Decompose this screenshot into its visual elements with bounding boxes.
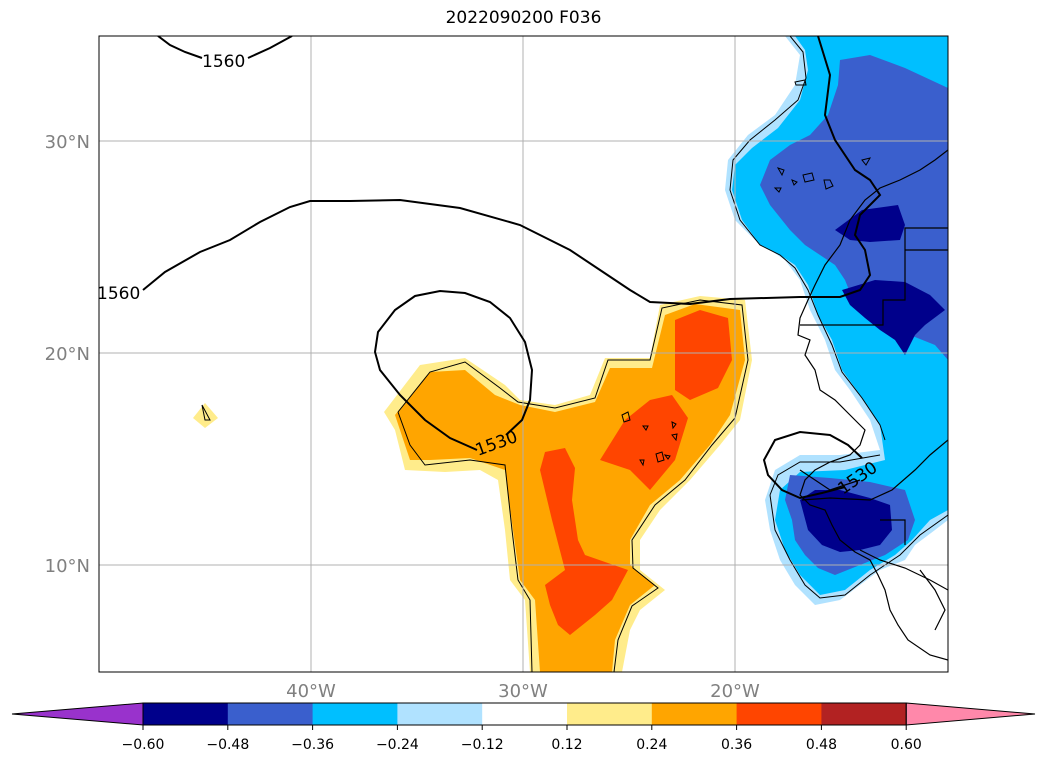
red-orange-anomaly-region	[540, 310, 732, 635]
colorbar-tick-label: 0.24	[636, 737, 667, 753]
islands	[621, 79, 872, 467]
lon-label: 40°W	[286, 681, 336, 702]
colorbar-tick-label: −0.24	[376, 737, 419, 753]
colorbar-tick-label: −0.48	[206, 737, 249, 753]
colorbar-tick-label: −0.36	[291, 737, 334, 753]
map-frame	[98, 35, 949, 673]
colorbar-segment	[651, 703, 738, 725]
lat-label: 10°N	[45, 556, 90, 577]
colorbar-segment	[143, 703, 229, 725]
colorbar-segment	[567, 703, 653, 725]
colorbar-extend-low	[11, 702, 144, 726]
grid-lines	[99, 36, 948, 672]
geopotential-contours	[142, 36, 882, 500]
colorbar-tick-label: −0.60	[122, 737, 165, 753]
lat-label: 30°N	[45, 132, 90, 153]
colorbar-tick-label: 0.60	[891, 737, 922, 753]
colorbar-tick-label: −0.12	[461, 737, 504, 753]
map-title: 2022090200 F036	[445, 8, 602, 28]
lon-label: 20°W	[710, 681, 760, 702]
contour-label: 1560	[202, 52, 245, 72]
colorbar-segment	[397, 703, 483, 725]
contour-label: 1560	[97, 284, 140, 304]
colorbar-frame	[142, 702, 907, 726]
colorbar-segment	[821, 703, 907, 725]
colorbar-tick-label: 0.48	[806, 737, 837, 753]
colorbar-tick-label: 0.36	[721, 737, 752, 753]
lat-label: 20°N	[45, 344, 90, 365]
lon-label: 30°W	[498, 681, 548, 702]
coastline-africa	[797, 149, 948, 661]
negative-anomaly-region	[725, 36, 948, 605]
colorbar-segment	[312, 703, 398, 725]
colorbar-extend-high	[905, 702, 1036, 726]
colorbar-segment	[482, 703, 568, 725]
colorbar: −0.60 −0.48 −0.36 −0.24 −0.12 0.12 0.24 0.36 0.4…	[11, 702, 1036, 753]
colorbar-segment	[736, 703, 822, 725]
colorbar-segment	[227, 703, 314, 725]
colorbar-tick-label: 0.12	[551, 737, 582, 753]
map-area: 1560 1560 1530 1530	[97, 36, 948, 672]
